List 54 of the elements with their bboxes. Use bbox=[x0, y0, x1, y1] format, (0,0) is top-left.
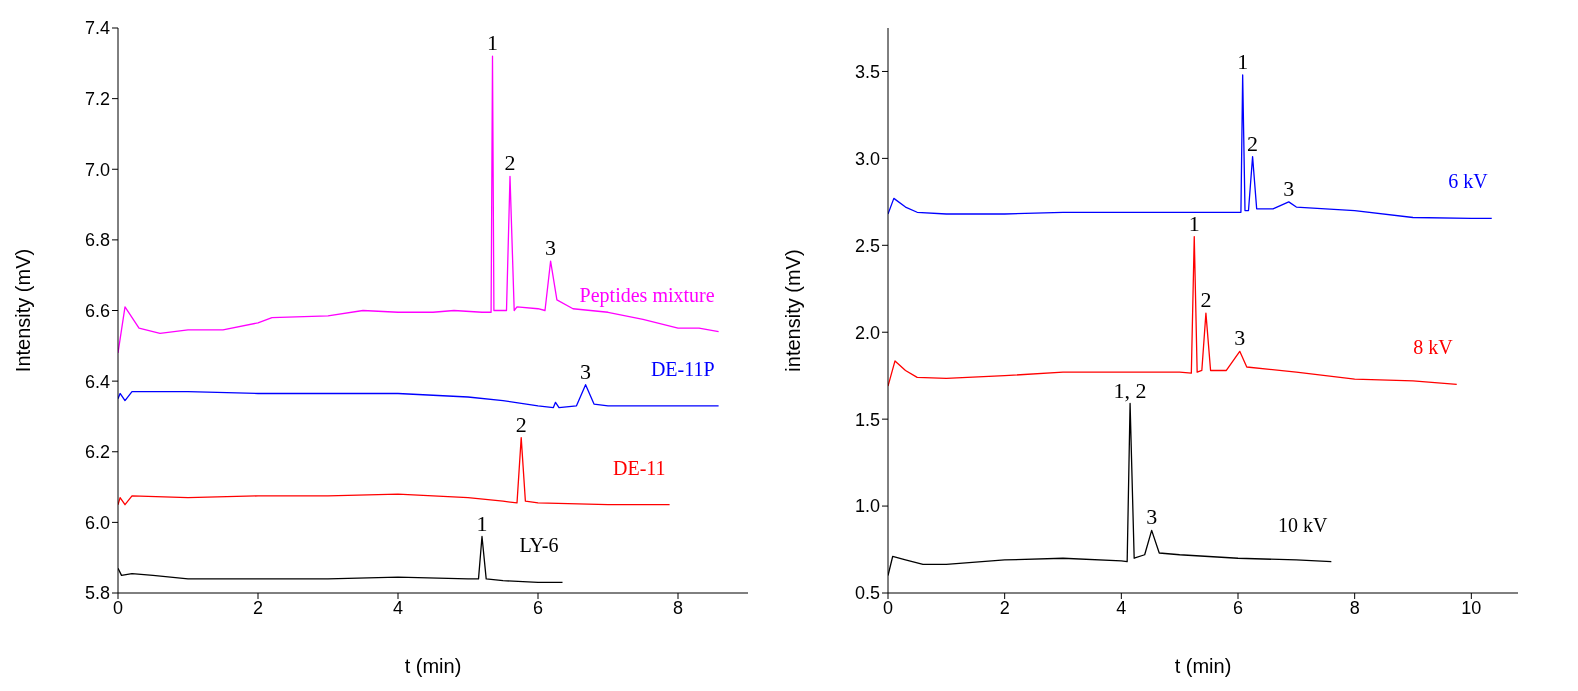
y-tick-label: 7.4 bbox=[84, 18, 110, 39]
x-tick-label: 2 bbox=[999, 597, 1010, 618]
x-tick-label: 0 bbox=[882, 597, 894, 618]
x-tick-label: 4 bbox=[1116, 597, 1127, 618]
y-tick-label: 3.0 bbox=[854, 148, 880, 169]
series-label: 8 kV bbox=[1413, 336, 1454, 359]
x-tick-label: 0 bbox=[112, 597, 124, 618]
annotation: 2 bbox=[1247, 130, 1259, 156]
line-series bbox=[118, 436, 671, 506]
y-axis-title: intensity (mV) bbox=[782, 249, 805, 372]
y-tick-label: 3.5 bbox=[854, 61, 880, 82]
y-tick-label: 2.0 bbox=[854, 322, 880, 343]
annotation: 3 bbox=[580, 358, 592, 384]
series-label: DE-11P bbox=[650, 357, 715, 380]
annotation: 1 bbox=[476, 510, 488, 536]
x-tick-label: 6 bbox=[532, 597, 544, 618]
series-label: LY-6 bbox=[519, 534, 559, 557]
annotation: 1 bbox=[1188, 210, 1200, 236]
y-tick-label: 5.8 bbox=[84, 583, 110, 604]
x-tick-label: 10 bbox=[1461, 597, 1482, 618]
series-label: 6 kV bbox=[1448, 170, 1489, 193]
x-tick-label: 6 bbox=[1232, 597, 1244, 618]
x-tick-label: 8 bbox=[672, 597, 684, 618]
series-label: 10 kV bbox=[1277, 513, 1328, 536]
x-axis-title: t (min) bbox=[1174, 655, 1232, 677]
annotation: 3 bbox=[1146, 504, 1158, 530]
y-tick-label: 0.5 bbox=[854, 583, 880, 604]
x-tick-label: 8 bbox=[1349, 597, 1360, 618]
annotation: 2 bbox=[515, 411, 527, 437]
annotation: 2 bbox=[1200, 287, 1212, 313]
annotation: 1, 2 bbox=[1113, 377, 1147, 403]
annotation: 3 bbox=[545, 235, 557, 261]
series-label: DE-11 bbox=[613, 456, 666, 479]
x-axis-title: t (min) bbox=[404, 655, 462, 677]
y-tick-label: 1.5 bbox=[854, 409, 880, 430]
y-tick-label: 1.0 bbox=[854, 496, 880, 517]
y-tick-label: 6.4 bbox=[84, 371, 110, 392]
y-tick-label: 6.2 bbox=[84, 442, 110, 463]
y-tick-label: 6.8 bbox=[84, 230, 110, 251]
x-tick-label: 4 bbox=[392, 597, 404, 618]
annotation: 1 bbox=[487, 30, 498, 56]
x-tick-label: 2 bbox=[252, 597, 264, 618]
y-tick-label: 2.5 bbox=[854, 235, 880, 256]
annotation: 3 bbox=[1234, 325, 1246, 351]
y-tick-label: 6.0 bbox=[84, 512, 110, 533]
y-axis-title: Intensity (mV) bbox=[12, 248, 35, 373]
annotation: 2 bbox=[504, 150, 516, 176]
y-tick-label: 7.2 bbox=[84, 89, 110, 110]
annotation: 1 bbox=[1237, 48, 1249, 74]
y-tick-label: 6.6 bbox=[84, 300, 110, 321]
annotation: 3 bbox=[1283, 175, 1295, 201]
series-label: Peptides mixture bbox=[579, 283, 715, 307]
y-tick-label: 7.0 bbox=[84, 159, 110, 180]
line-series bbox=[118, 384, 720, 409]
